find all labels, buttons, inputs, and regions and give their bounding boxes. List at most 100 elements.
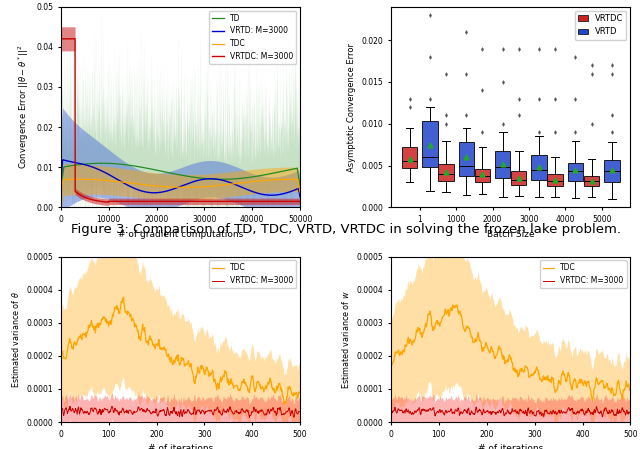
VRTDC: M=3000: (429, 4.71e-05): M=3000: (429, 4.71e-05) [593,404,600,409]
VRTDC: M=3000: (19, 4.79e-05): M=3000: (19, 4.79e-05) [66,404,74,409]
VRTDC: M=3000: (499, 2.7e-05): M=3000: (499, 2.7e-05) [626,410,634,416]
TDC [280,401,288,407]
X-axis label: # of gradient computations: # of gradient computations [118,229,243,238]
VRTDC: M=3000: (4.86e+04, 0.0015): M=3000: (4.86e+04, 0.0015) [289,198,297,204]
VRTD: M=3000: (2.3e+04, 0.00438): M=3000: (2.3e+04, 0.00438) [167,187,175,193]
VRTDC: M=3000: (241, 3.18e-05): M=3000: (241, 3.18e-05) [172,409,180,414]
VRTDC: M=3000: (2.3e+04, 0.0015): M=3000: (2.3e+04, 0.0015) [167,198,175,204]
TDC [69,177,77,182]
TDC [501,361,509,366]
PathPatch shape [511,172,526,185]
TDC [167,184,175,189]
TDC [626,387,634,393]
VRTDC: M=3000: (237, 1.95e-05): M=3000: (237, 1.95e-05) [500,413,508,418]
Line: TDC: TDC [61,297,300,404]
X-axis label: # of iterations: # of iterations [148,444,213,449]
VRTDC: M=3000: (442, 1.57e-05): M=3000: (442, 1.57e-05) [599,414,607,419]
Y-axis label: Estimated variance of $w$: Estimated variance of $w$ [340,290,351,389]
VRTDC: M=3000: (298, 3.17e-05): M=3000: (298, 3.17e-05) [200,409,207,414]
PathPatch shape [438,164,454,180]
TDC [289,176,297,182]
VRTD: M=3000: (2.43e+04, 0.00493): M=3000: (2.43e+04, 0.00493) [173,185,181,190]
TD [246,175,253,180]
TDC [289,176,297,182]
Text: Figure 3: Comparison of TD, TDC, VRTD, VRTDC in solving the frozen lake problem.: Figure 3: Comparison of TD, TDC, VRTD, V… [70,223,621,236]
TDC [200,366,207,371]
TD [296,184,304,189]
VRTDC: M=3000: (489, 3.03e-05): M=3000: (489, 3.03e-05) [291,409,299,415]
VRTDC: M=3000: (410, 3.21e-05): M=3000: (410, 3.21e-05) [253,409,261,414]
TDC [246,179,253,185]
Y-axis label: Estimated variance of $\theta$: Estimated variance of $\theta$ [10,291,21,388]
VRTD: M=3000: (0, 0.00597): M=3000: (0, 0.00597) [57,181,65,186]
Legend: TD, VRTD: M=3000, TDC, VRTDC: M=3000: TD, VRTD: M=3000, TDC, VRTDC: M=3000 [209,11,296,64]
VRTDC: M=3000: (489, 2.66e-05): M=3000: (489, 2.66e-05) [621,410,629,416]
Line: TDC: TDC [391,305,630,401]
TD [167,171,175,176]
Y-axis label: Convergence Error $||\theta - \theta^*||^2$: Convergence Error $||\theta - \theta^*||… [16,45,31,169]
TD [289,166,297,172]
VRTDC: M=3000: (499, 3.14e-05): M=3000: (499, 3.14e-05) [296,409,303,414]
TDC [291,392,299,397]
Legend: TDC, VRTDC: M=3000: TDC, VRTDC: M=3000 [209,260,296,288]
VRTDC: M=3000: (0, 3.63e-05): M=3000: (0, 3.63e-05) [57,407,65,413]
TDC [296,390,303,395]
VRTDC: M=3000: (240, 2.53e-05): M=3000: (240, 2.53e-05) [502,411,510,416]
Line: VRTDC: M=3000: VRTDC: M=3000 [61,406,300,417]
Line: VRTDC: M=3000: VRTDC: M=3000 [391,406,630,417]
TDC [172,356,180,361]
PathPatch shape [402,147,417,168]
VRTD: M=3000: (2.58e+03, 0.0113): M=3000: (2.58e+03, 0.0113) [69,159,77,165]
TDC [296,190,304,195]
PathPatch shape [495,150,510,178]
VRTD: M=3000: (4.86e+04, 0.00419): M=3000: (4.86e+04, 0.00419) [289,188,297,193]
TDC [530,370,538,375]
VRTDC: M=3000: (487, 1.43e-05): M=3000: (487, 1.43e-05) [290,414,298,420]
VRTDC: M=3000: (238, 3.16e-05): M=3000: (238, 3.16e-05) [171,409,179,414]
TDC [187,362,195,367]
PathPatch shape [475,169,490,182]
VRTDC: M=3000: (270, 3.9e-05): M=3000: (270, 3.9e-05) [516,406,524,412]
TDC [453,302,461,308]
Y-axis label: Asymptotic Convergence Error: Asymptotic Convergence Error [347,43,356,172]
VRTDC: M=3000: (2.55e+03, 0.042): M=3000: (2.55e+03, 0.042) [69,36,77,42]
Line: TD: TD [61,163,300,187]
VRTD: M=3000: (5e+04, 0.00255): M=3000: (5e+04, 0.00255) [296,194,304,200]
PathPatch shape [459,142,474,176]
VRTDC: M=3000: (0, 0.042): M=3000: (0, 0.042) [57,36,65,42]
TDC [387,364,395,369]
Legend: VRTDC, VRTD: VRTDC, VRTD [575,11,626,40]
VRTDC: M=3000: (9.98e+03, 0.00129): M=3000: (9.98e+03, 0.00129) [105,199,113,205]
Line: VRTDC: M=3000: VRTDC: M=3000 [61,39,300,202]
X-axis label: # of iterations: # of iterations [478,444,543,449]
Line: VRTD: M=3000: VRTD: M=3000 [61,160,300,197]
VRTDC: M=3000: (0, 3.54e-05): M=3000: (0, 3.54e-05) [387,408,395,413]
VRTD: M=3000: (3.94e+04, 0.00424): M=3000: (3.94e+04, 0.00424) [246,188,253,193]
TD [98,161,106,166]
TDC [57,352,65,357]
X-axis label: Batch Size: Batch Size [487,229,534,238]
TDC [173,185,181,190]
TD [57,185,65,190]
PathPatch shape [604,160,620,182]
PathPatch shape [422,121,438,167]
PathPatch shape [547,174,563,185]
VRTD: M=3000: (4.85e+04, 0.00418): M=3000: (4.85e+04, 0.00418) [289,188,297,194]
TDC [120,295,127,300]
TD [173,172,181,177]
VRTDC: M=3000: (3.94e+04, 0.0015): M=3000: (3.94e+04, 0.0015) [246,198,253,204]
TDC [502,358,510,364]
TDC [517,366,525,371]
TDC [76,176,84,182]
TDC [584,379,591,384]
VRTDC: M=3000: (409, 2.72e-05): M=3000: (409, 2.72e-05) [583,410,591,416]
VRTDC: M=3000: (5e+04, 0.0015): M=3000: (5e+04, 0.0015) [296,198,304,204]
PathPatch shape [584,176,599,186]
Legend: TDC, VRTDC: M=3000: TDC, VRTDC: M=3000 [540,260,627,288]
PathPatch shape [531,155,547,180]
TDC [621,385,629,391]
TDC [589,398,596,404]
VRTD: M=3000: (375, 0.0119): M=3000: (375, 0.0119) [59,157,67,163]
TDC [171,360,179,365]
TD [289,166,297,172]
